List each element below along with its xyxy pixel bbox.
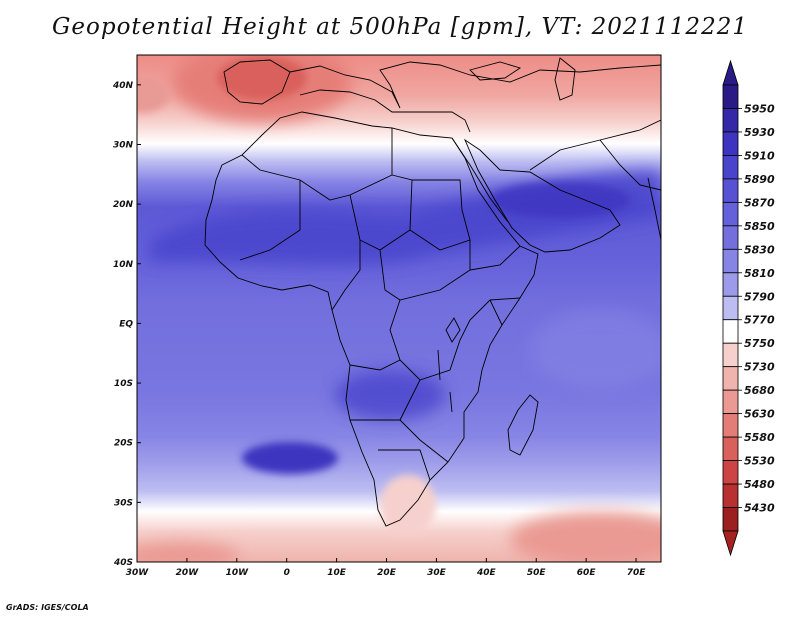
- colorbar-label: 5480: [744, 478, 775, 491]
- black-sea: [469, 61, 522, 81]
- lat-tick-label: 40N: [112, 81, 134, 91]
- border-namibia: [378, 419, 449, 481]
- colorbar-swatch: [722, 413, 739, 438]
- colorbar-swatch: [722, 389, 739, 415]
- colorbar-label: 5810: [744, 267, 775, 280]
- lat-tick-label: 40S: [113, 558, 133, 568]
- lat-tick-label: 30S: [114, 498, 133, 508]
- arabia-ridge-core: [490, 182, 630, 218]
- colorbar-swatch: [722, 342, 739, 368]
- lat-tick-label: 10N: [113, 260, 134, 270]
- colorbar-swatch: [722, 131, 739, 156]
- colorbar-label: 5830: [744, 243, 775, 256]
- latitude-axis: 40N 30N 20N 10N EQ 10S 20S 30S 40S: [112, 81, 141, 568]
- lon-tick-label: 20E: [377, 568, 397, 578]
- map-title: Geopotential Height at 500hPa [gpm], VT:…: [52, 14, 748, 40]
- lat-tick-label: 30N: [113, 140, 134, 150]
- colorbar-swatch: [722, 460, 739, 485]
- lon-tick-label: 10E: [327, 568, 347, 578]
- iberia-coastline: [223, 59, 291, 105]
- border-niger: [349, 174, 413, 251]
- india-coast: [647, 177, 661, 241]
- height-field: [137, 55, 661, 562]
- lon-tick-label: 10W: [226, 568, 250, 578]
- lon-tick-label: 30E: [427, 568, 447, 578]
- red-sea-west: [451, 137, 509, 223]
- lat-tick-label: 20N: [113, 200, 134, 210]
- indian-ocean-light: [530, 310, 661, 390]
- colorbar-label: 5430: [744, 502, 775, 515]
- trough-core: [217, 56, 307, 100]
- colorbar: 5950 5930 5910 5890 5870 5850 5830 5810 5790 5770…: [722, 59, 775, 557]
- southern-africa-warm: [380, 475, 436, 535]
- colorbar-label: 5910: [744, 149, 775, 162]
- colorbar-swatch: [722, 108, 739, 133]
- coastlines: [204, 57, 661, 527]
- colorbar-label: 5680: [744, 384, 775, 397]
- colorbar-label: 5730: [744, 361, 775, 374]
- south-atlantic-high: [242, 442, 338, 474]
- madagascar-coastline: [507, 394, 539, 456]
- colorbar-swatch: [722, 272, 739, 297]
- colorbar-label: 5850: [744, 220, 775, 233]
- colorbar-swatch: [722, 483, 739, 508]
- plot-frame: [136, 54, 662, 563]
- lon-tick-label: 0: [284, 568, 290, 578]
- colorbar-swatch: [722, 436, 739, 461]
- colorbar-swatch: [722, 155, 739, 180]
- med-south-coast: [299, 89, 471, 133]
- lat-tick-label: EQ: [119, 319, 133, 329]
- colorbar-label: 5870: [744, 196, 775, 209]
- colorbar-label: 5630: [744, 408, 775, 421]
- caspian-sea: [554, 57, 576, 101]
- border-mali: [239, 180, 301, 261]
- colorbar-label: 5580: [744, 431, 775, 444]
- colorbar-swatch: [722, 178, 739, 203]
- border-ethiopia: [469, 245, 521, 301]
- lon-tick-label: 70E: [627, 568, 647, 578]
- atlantic-low: [137, 77, 170, 113]
- lon-tick-label: 60E: [577, 568, 597, 578]
- colorbar-label: 5890: [744, 173, 775, 186]
- lon-tick-label: 20W: [176, 568, 200, 578]
- colorbar-bottom-arrow: [722, 530, 739, 557]
- grads-credit: GrADS: IGES/COLA: [6, 603, 89, 612]
- europe-coast: [289, 61, 661, 109]
- indian-ocean-trough: [510, 512, 661, 562]
- border-car: [379, 240, 471, 301]
- central-africa-high: [335, 370, 445, 420]
- colorbar-label: 5790: [744, 290, 775, 303]
- border-sudan-chad: [409, 179, 471, 251]
- border-nigeria: [331, 240, 361, 311]
- colorbar-label: 5930: [744, 126, 775, 139]
- colorbar-swatch: [722, 225, 739, 250]
- colorbar-swatch: [722, 84, 739, 109]
- colorbar-top-arrow: [722, 59, 739, 86]
- colorbar-swatch: [722, 201, 739, 227]
- rift-lakes: [437, 349, 453, 413]
- colorbar-label: 5950: [744, 102, 775, 115]
- colorbar-label: 5770: [744, 314, 775, 327]
- lat-tick-label: 20S: [114, 439, 133, 449]
- colorbar-swatch: [722, 295, 739, 321]
- lake-victoria: [445, 317, 461, 343]
- border-drc: [389, 299, 503, 381]
- lon-tick-label: 40E: [476, 568, 497, 578]
- colorbar-swatch: [722, 319, 739, 344]
- colorbar-label: 5750: [744, 337, 775, 350]
- lat-tick-label: 10S: [114, 379, 133, 389]
- colorbar-swatch: [722, 248, 739, 274]
- colorbar-swatch: [722, 366, 739, 391]
- lon-tick-label: 30W: [126, 568, 150, 578]
- longitude-axis: 30W 20W 10W 0 10E 20E 30E 40E 50E 60E 70E: [126, 558, 646, 578]
- atlantic-trough: [137, 542, 240, 562]
- colorbar-swatch: [722, 507, 739, 532]
- colorbar-label: 5530: [744, 455, 775, 468]
- arabia-coastline: [463, 138, 621, 253]
- lon-tick-label: 50E: [527, 568, 547, 578]
